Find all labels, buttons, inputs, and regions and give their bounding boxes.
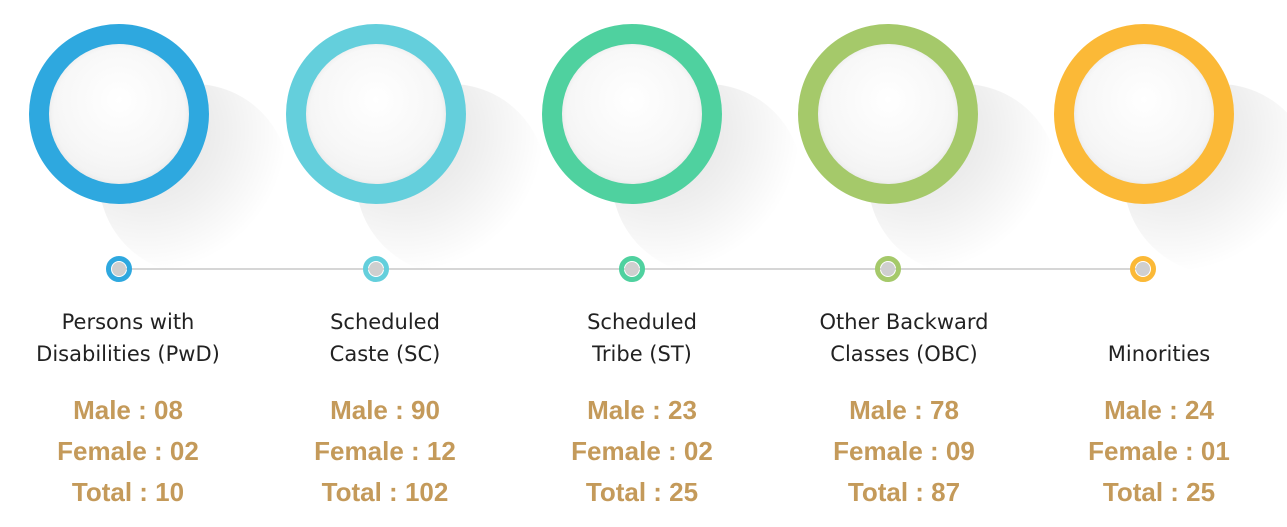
total-count: Total : 25 <box>1102 477 1216 507</box>
ring-circle <box>542 24 722 204</box>
timeline-dot-sc <box>363 256 389 282</box>
category-obc: Other Backward Classes (OBC) Male : 78 F… <box>776 0 1058 527</box>
label-line-1: Persons with <box>61 310 195 334</box>
label-line-1: Scheduled <box>330 310 440 334</box>
category-label-pwd: Persons with Disabilities (PwD) <box>0 306 256 370</box>
female-count: Female : 12 <box>314 436 456 466</box>
label-line-2: Minorities <box>1107 342 1211 366</box>
female-count: Female : 02 <box>571 436 713 466</box>
male-count: Male : 78 <box>849 395 959 425</box>
total-count: Total : 25 <box>585 477 699 507</box>
timeline-dot-minorities <box>1130 256 1156 282</box>
category-st: Scheduled Tribe (ST) Male : 23 Female : … <box>514 0 802 527</box>
stats-st: Male : 23 Female : 02 Total : 25 <box>514 390 770 513</box>
female-count: Female : 09 <box>833 436 975 466</box>
male-count: Male : 23 <box>587 395 697 425</box>
timeline-dot-pwd <box>106 256 132 282</box>
label-line-2: Disabilities (PwD) <box>36 342 220 366</box>
male-count: Male : 90 <box>330 395 440 425</box>
timeline-dot-obc <box>875 256 901 282</box>
ring-circle <box>286 24 466 204</box>
total-count: Total : 87 <box>847 477 961 507</box>
ring-obc <box>798 24 1058 274</box>
category-label-minorities: Minorities <box>1031 306 1287 370</box>
stats-minorities: Male : 24 Female : 01 Total : 25 <box>1031 390 1287 513</box>
label-line-1 <box>1031 306 1287 338</box>
category-pwd: Persons with Disabilities (PwD) Male : 0… <box>0 0 289 527</box>
category-label-st: Scheduled Tribe (ST) <box>514 306 770 370</box>
ring-circle <box>1054 24 1234 204</box>
category-label-sc: Scheduled Caste (SC) <box>257 306 513 370</box>
timeline-dot-st <box>619 256 645 282</box>
stats-sc: Male : 90 Female : 12 Total : 102 <box>257 390 513 513</box>
label-line-1: Other Backward <box>819 310 989 334</box>
total-count: Total : 10 <box>71 477 185 507</box>
ring-pwd <box>29 24 289 274</box>
total-count: Total : 102 <box>321 477 449 507</box>
label-line-2: Tribe (ST) <box>592 342 692 366</box>
ring-sc <box>286 24 546 274</box>
category-label-obc: Other Backward Classes (OBC) <box>776 306 1032 370</box>
label-line-1: Scheduled <box>587 310 697 334</box>
stats-pwd: Male : 08 Female : 02 Total : 10 <box>0 390 256 513</box>
ring-minorities <box>1054 24 1287 274</box>
male-count: Male : 24 <box>1104 395 1214 425</box>
category-minorities: Minorities Male : 24 Female : 01 Total :… <box>1031 0 1287 527</box>
ring-circle <box>29 24 209 204</box>
female-count: Female : 01 <box>1088 436 1230 466</box>
label-line-2: Classes (OBC) <box>830 342 978 366</box>
female-count: Female : 02 <box>57 436 199 466</box>
stats-obc: Male : 78 Female : 09 Total : 87 <box>776 390 1032 513</box>
ring-st <box>542 24 802 274</box>
label-line-2: Caste (SC) <box>329 342 441 366</box>
category-sc: Scheduled Caste (SC) Male : 90 Female : … <box>257 0 546 527</box>
ring-circle <box>798 24 978 204</box>
male-count: Male : 08 <box>73 395 183 425</box>
